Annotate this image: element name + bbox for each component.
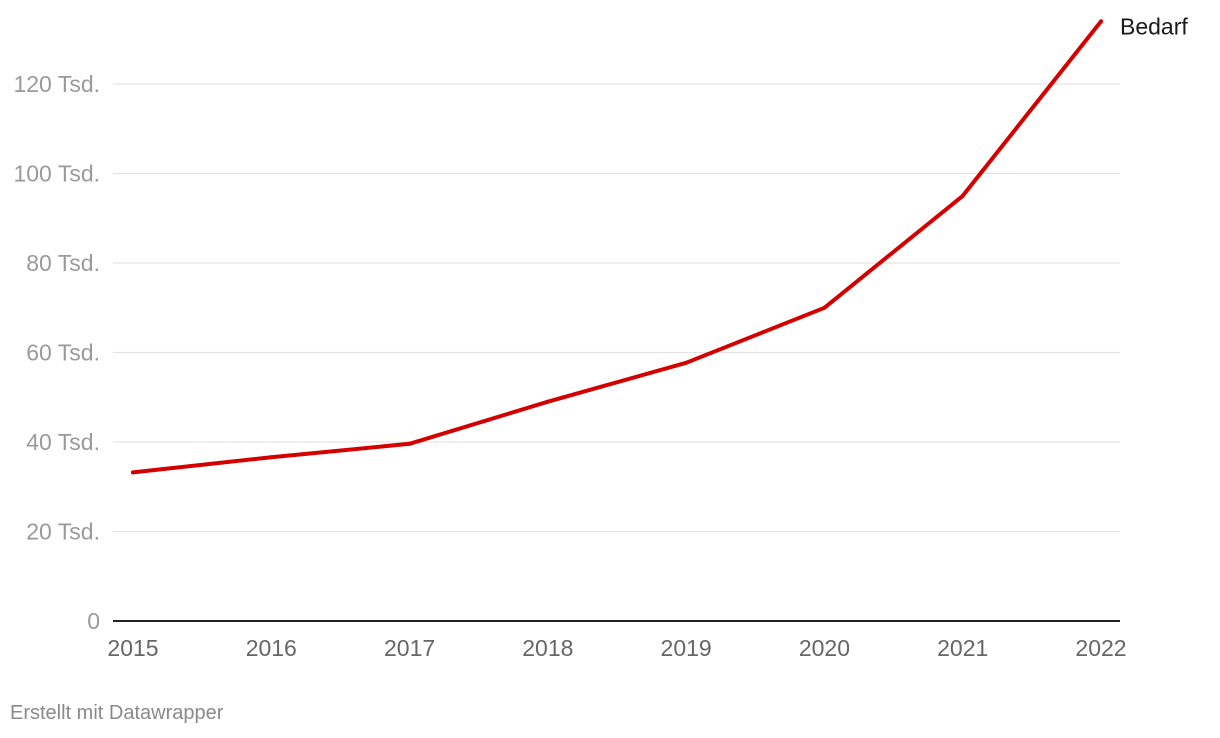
x-axis: 2015 2016 2017 2018 2019 2020 2021 2022 — [107, 635, 1126, 661]
y-tick-label: 0 — [87, 608, 100, 634]
x-tick-label: 2016 — [246, 635, 297, 661]
data-point — [545, 399, 550, 404]
grid-layer — [113, 83, 1120, 533]
x-tick-label: 2017 — [384, 635, 435, 661]
y-tick-label: 20 Tsd. — [26, 519, 100, 545]
credit-text: Erstellt mit Datawrapper — [10, 702, 224, 724]
data-point — [1099, 19, 1103, 24]
y-tick-label: 40 Tsd. — [26, 429, 100, 455]
data-point — [407, 441, 412, 446]
y-tick-label: 60 Tsd. — [26, 340, 100, 366]
data-point — [684, 360, 689, 365]
series-layer: Bedarf — [131, 13, 1188, 475]
x-tick-label: 2015 — [107, 635, 158, 661]
x-tick-label: 2018 — [522, 635, 573, 661]
y-axis: 0 20 Tsd. 40 Tsd. 60 Tsd. 80 Tsd. 100 Tsd. 120… — [13, 71, 100, 634]
x-tick-label: 2021 — [937, 635, 988, 661]
data-point — [131, 470, 135, 475]
series-label: Bedarf — [1120, 13, 1188, 39]
x-tick-label: 2019 — [661, 635, 712, 661]
y-tick-label: 80 Tsd. — [26, 250, 100, 276]
data-point — [960, 193, 965, 198]
x-tick-label: 2022 — [1075, 635, 1126, 661]
data-point — [822, 305, 827, 310]
y-tick-label: 120 Tsd. — [13, 71, 100, 97]
x-tick-label: 2020 — [799, 635, 850, 661]
y-tick-label: 100 Tsd. — [13, 161, 100, 187]
series-line-bedarf — [131, 19, 1103, 475]
data-point — [269, 455, 274, 460]
